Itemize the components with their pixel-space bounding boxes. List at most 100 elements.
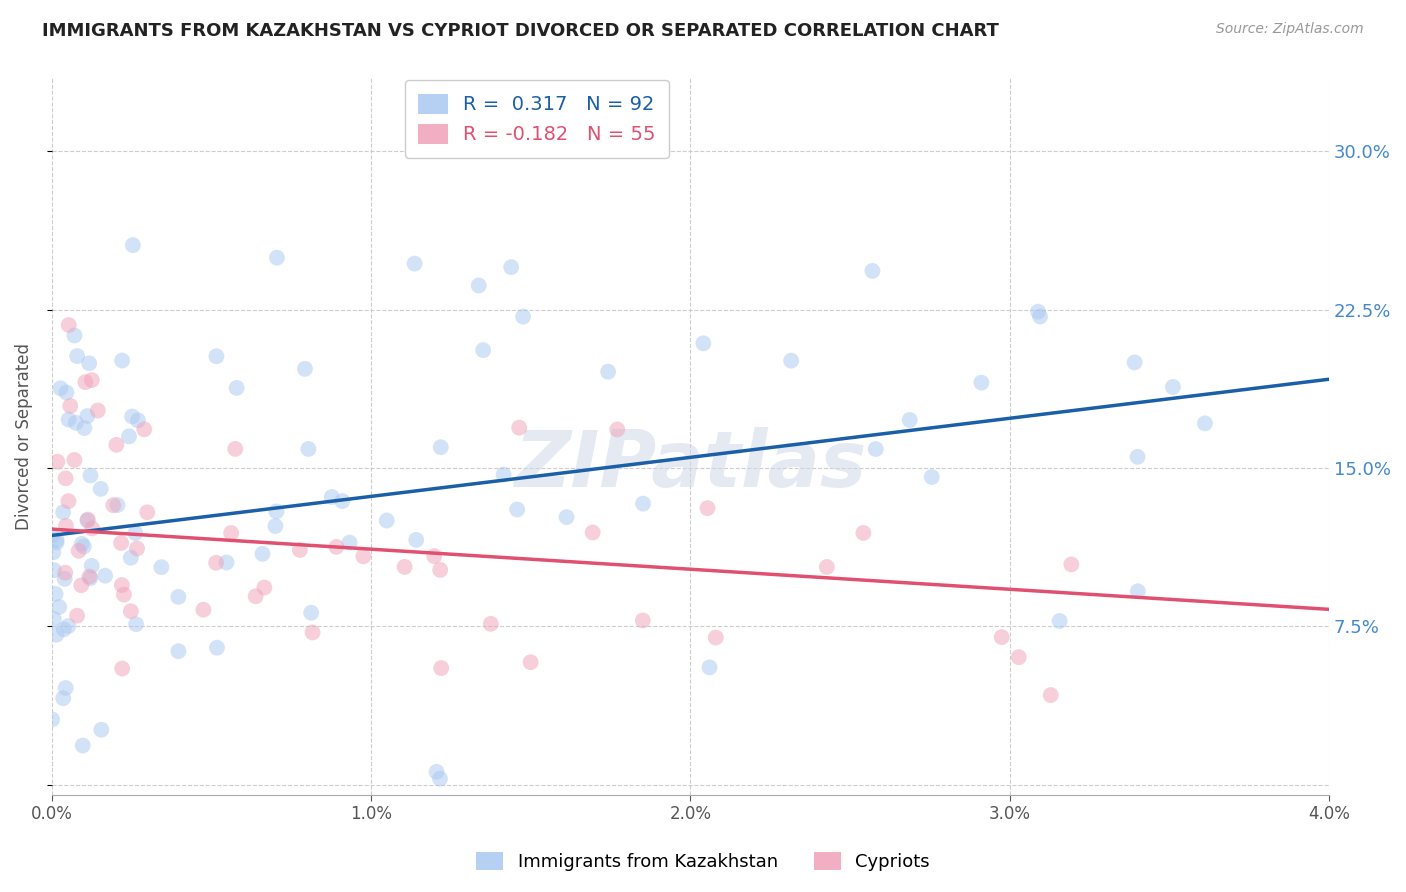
Point: [75, 375, 97, 389]
Point: [205, 349, 228, 363]
Point: [508, 420, 530, 434]
Point: [111, 578, 134, 592]
Point: [55, 681, 77, 695]
Point: [921, 470, 943, 484]
Point: [219, 525, 242, 540]
Point: [167, 644, 190, 658]
Point: [76, 513, 98, 527]
Point: [225, 381, 247, 395]
Point: [103, 498, 125, 512]
Point: [288, 543, 311, 558]
Point: [1008, 650, 1031, 665]
Point: [631, 614, 654, 628]
Point: [45, 587, 67, 601]
Point: [73, 421, 96, 435]
Point: [55, 385, 77, 400]
Point: [696, 501, 718, 516]
Point: [606, 423, 628, 437]
Point: [252, 547, 274, 561]
Point: [45, 535, 67, 549]
Point: [224, 442, 246, 456]
Point: [41, 528, 63, 542]
Point: [582, 525, 605, 540]
Point: [79, 571, 101, 585]
Point: [205, 556, 228, 570]
Point: [492, 467, 515, 482]
Point: [404, 257, 426, 271]
Point: [501, 260, 523, 274]
Point: [55, 519, 77, 533]
Point: [1029, 310, 1052, 324]
Point: [110, 536, 132, 550]
Point: [325, 540, 347, 554]
Point: [692, 336, 714, 351]
Point: [59, 399, 82, 413]
Point: [76, 409, 98, 423]
Point: [66, 608, 89, 623]
Point: [52, 505, 75, 519]
Point: [339, 535, 361, 549]
Point: [94, 568, 117, 582]
Point: [1126, 584, 1149, 599]
Y-axis label: Divorced or Separated: Divorced or Separated: [15, 343, 32, 530]
Point: [266, 251, 288, 265]
Point: [301, 625, 323, 640]
Point: [66, 349, 89, 363]
Point: [72, 739, 94, 753]
Point: [1026, 304, 1049, 318]
Point: [375, 514, 398, 528]
Point: [112, 588, 135, 602]
Point: [865, 442, 887, 456]
Point: [970, 376, 993, 390]
Point: [42, 563, 65, 577]
Point: [699, 660, 721, 674]
Point: [87, 403, 110, 417]
Point: [136, 505, 159, 519]
Point: [215, 556, 238, 570]
Point: [67, 544, 90, 558]
Point: [1039, 688, 1062, 702]
Point: [264, 519, 287, 533]
Point: [76, 514, 98, 528]
Point: [297, 442, 319, 456]
Point: [1126, 450, 1149, 464]
Point: [425, 764, 447, 779]
Point: [58, 494, 80, 508]
Point: [70, 537, 93, 551]
Point: [121, 409, 143, 424]
Point: [429, 440, 451, 454]
Point: [111, 353, 134, 368]
Point: [107, 498, 129, 512]
Point: [41, 713, 63, 727]
Point: [555, 510, 578, 524]
Point: [1060, 558, 1083, 572]
Point: [479, 616, 502, 631]
Point: [852, 525, 875, 540]
Point: [631, 497, 654, 511]
Point: [58, 412, 80, 426]
Point: [52, 623, 75, 637]
Point: [253, 581, 276, 595]
Point: [45, 533, 67, 547]
Point: [124, 526, 146, 541]
Point: [430, 661, 453, 675]
Point: [245, 589, 267, 603]
Point: [63, 453, 86, 467]
Point: [53, 572, 76, 586]
Point: [506, 502, 529, 516]
Point: [352, 549, 374, 564]
Point: [111, 661, 134, 675]
Point: [77, 356, 100, 370]
Point: [58, 619, 80, 633]
Point: [193, 603, 215, 617]
Point: [394, 560, 416, 574]
Point: [205, 640, 228, 655]
Point: [990, 630, 1012, 644]
Point: [82, 521, 104, 535]
Point: [55, 471, 77, 485]
Point: [120, 604, 142, 618]
Point: [90, 482, 112, 496]
Point: [127, 413, 149, 427]
Point: [512, 310, 534, 324]
Point: [65, 416, 87, 430]
